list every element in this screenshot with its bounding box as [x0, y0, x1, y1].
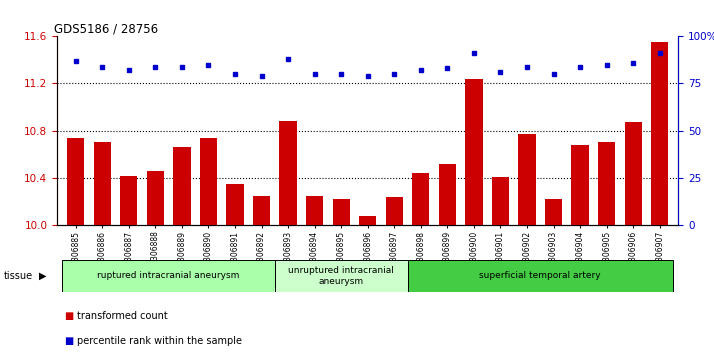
Text: ▶: ▶: [39, 271, 46, 281]
Text: percentile rank within the sample: percentile rank within the sample: [77, 336, 242, 346]
Bar: [146, 171, 164, 225]
Bar: [571, 145, 589, 225]
Bar: [625, 122, 642, 225]
Bar: [275, 260, 408, 291]
Text: ■: ■: [64, 311, 74, 321]
Bar: [306, 196, 323, 225]
Bar: [386, 197, 403, 225]
Bar: [438, 164, 456, 225]
Text: GDS5186 / 28756: GDS5186 / 28756: [54, 22, 158, 35]
Bar: [545, 199, 562, 225]
Text: ■: ■: [64, 336, 74, 346]
Bar: [94, 143, 111, 225]
Bar: [466, 79, 483, 225]
Bar: [412, 173, 429, 225]
Text: superficial temporal artery: superficial temporal artery: [479, 272, 601, 280]
Bar: [518, 134, 536, 225]
Bar: [359, 216, 376, 225]
Bar: [408, 260, 673, 291]
Bar: [174, 147, 191, 225]
Text: unruptured intracranial
aneurysm: unruptured intracranial aneurysm: [288, 266, 394, 286]
Bar: [333, 199, 350, 225]
Text: transformed count: transformed count: [77, 311, 168, 321]
Bar: [226, 184, 243, 225]
Bar: [200, 138, 217, 225]
Bar: [651, 42, 668, 225]
Bar: [279, 121, 297, 225]
Bar: [120, 175, 137, 225]
Bar: [62, 260, 275, 291]
Text: tissue: tissue: [4, 271, 33, 281]
Bar: [253, 196, 270, 225]
Bar: [492, 177, 509, 225]
Text: ruptured intracranial aneurysm: ruptured intracranial aneurysm: [97, 272, 240, 280]
Bar: [67, 138, 84, 225]
Bar: [598, 143, 615, 225]
